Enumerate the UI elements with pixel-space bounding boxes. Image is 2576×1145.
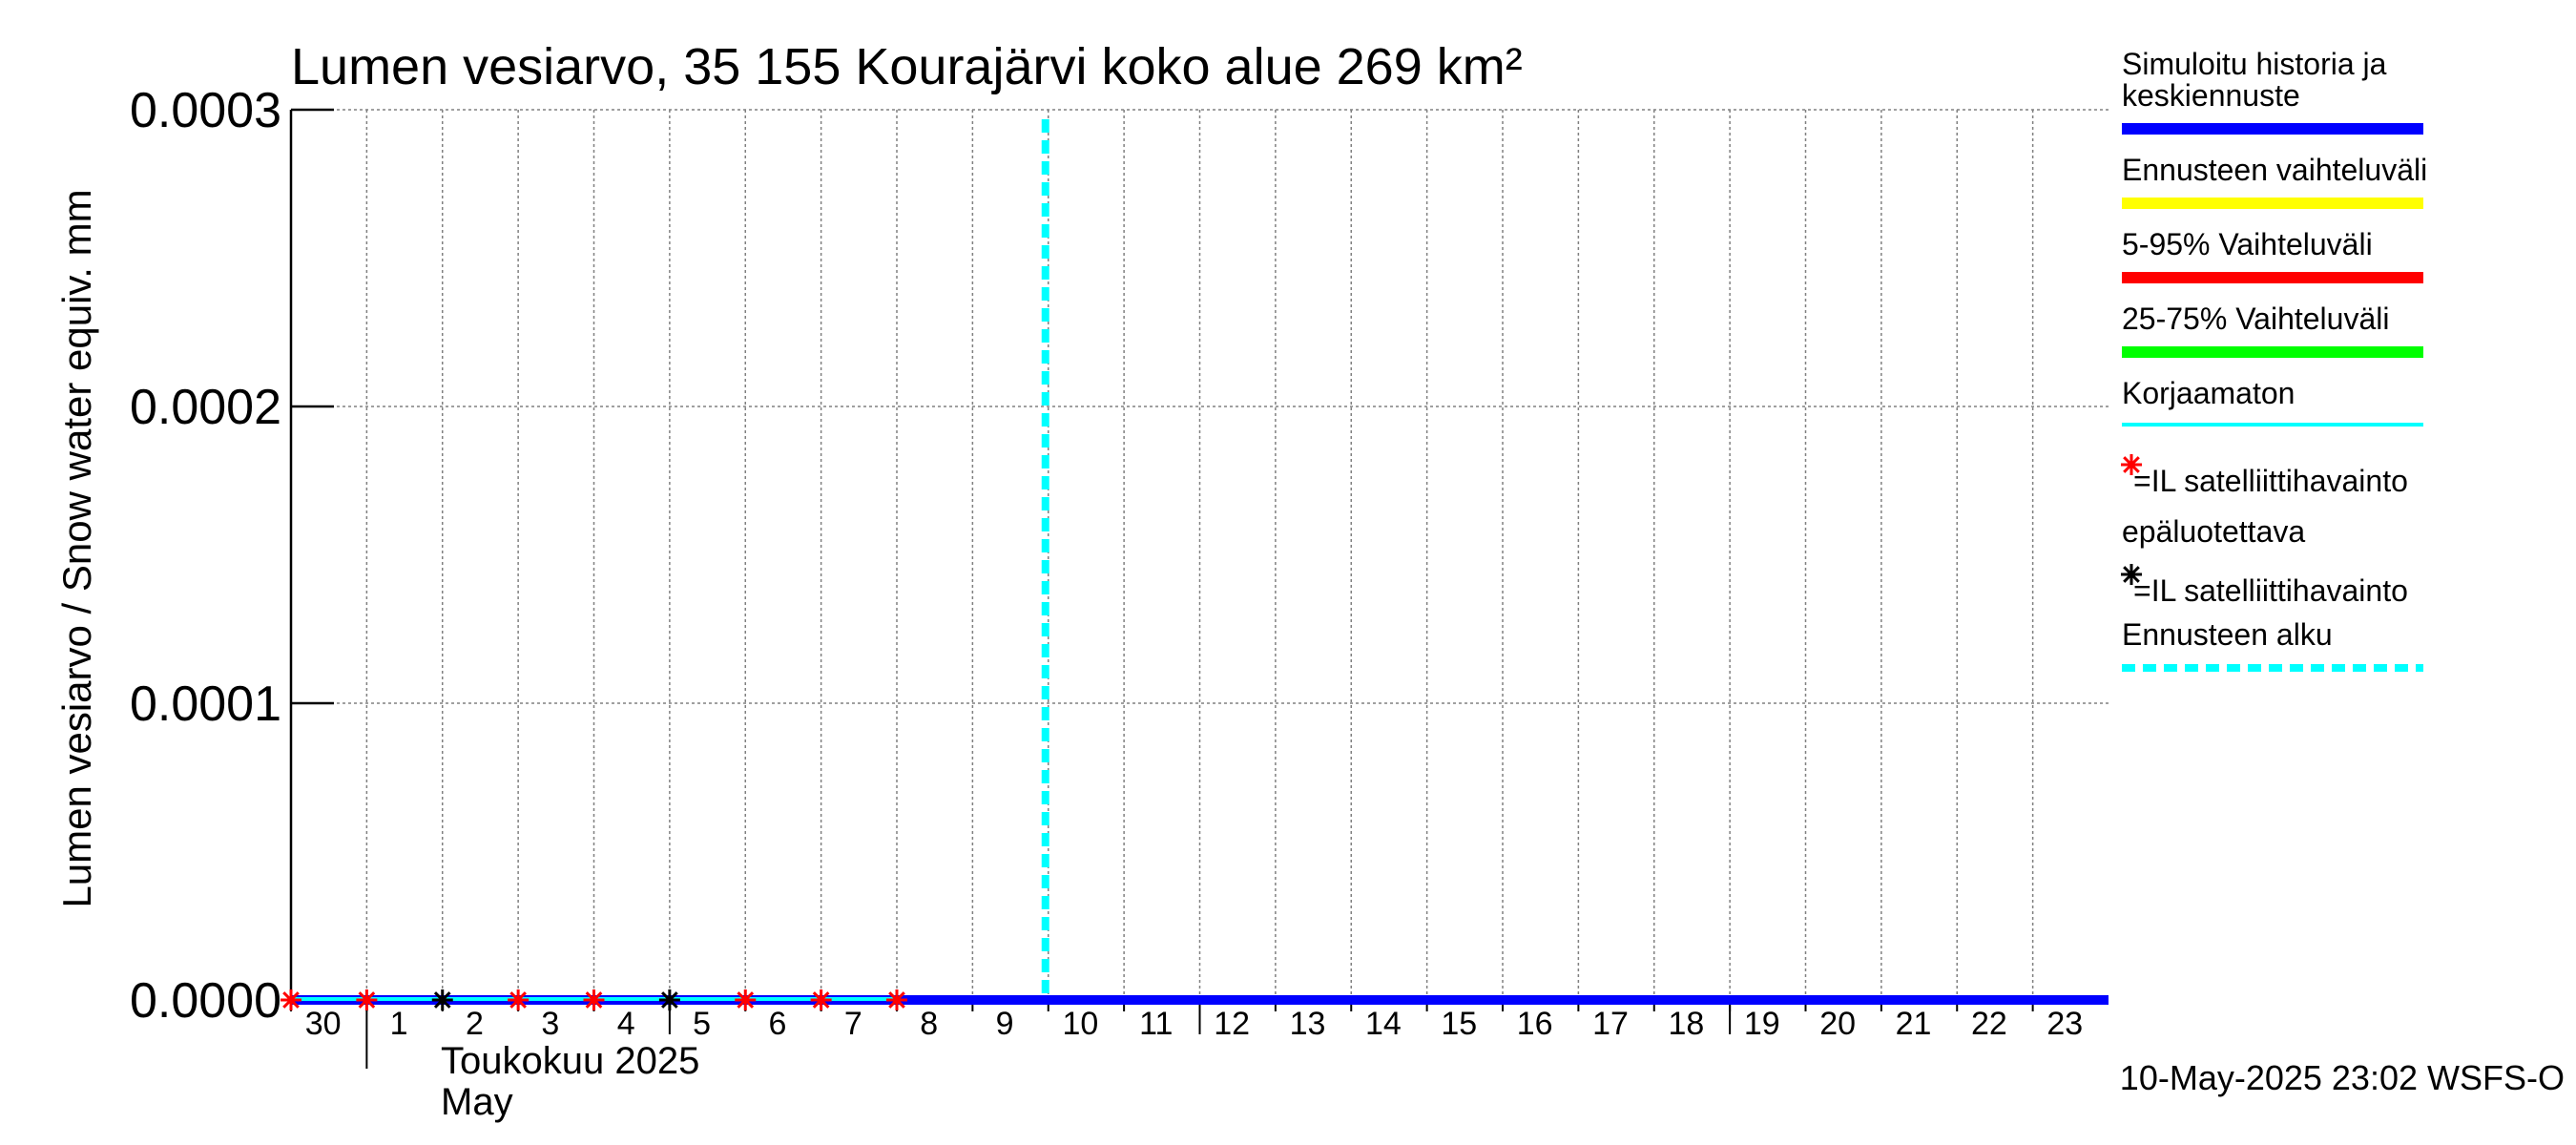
y-tick-label: 0.0003 (130, 83, 281, 138)
x-tick-label: 30 (305, 1006, 342, 1042)
legend-label: 5-95% Vaihteluväli (2122, 227, 2373, 261)
marker-unreliable (508, 989, 530, 1010)
marker-unreliable (735, 989, 757, 1010)
x-tick-label: 16 (1517, 1006, 1553, 1042)
month-label-fi: Toukokuu 2025 (441, 1040, 699, 1082)
legend-label: 25-75% Vaihteluväli (2122, 302, 2389, 336)
x-tick-label: 8 (920, 1006, 938, 1042)
legend-item: Ennusteen vaihteluväli (2122, 153, 2427, 209)
x-tick-label: 17 (1592, 1006, 1629, 1042)
chart-title: Lumen vesiarvo, 35 155 Kourajärvi koko a… (291, 38, 1523, 95)
x-tick-label: 12 (1214, 1006, 1250, 1042)
legend-item: =IL satelliittihavainto (2121, 564, 2408, 608)
y-tick-label: 0.0000 (130, 973, 281, 1029)
x-tick-label: 7 (844, 1006, 862, 1042)
legend-label: keskiennuste (2122, 78, 2300, 113)
legend-label: Simuloitu historia ja (2122, 47, 2387, 81)
marker-reliable (431, 989, 453, 1010)
footer-timestamp: 10-May-2025 23:02 WSFS-O (2120, 1058, 2565, 1097)
x-tick-label: 4 (617, 1006, 635, 1042)
marker-unreliable (280, 989, 301, 1010)
x-tick-label: 21 (1896, 1006, 1932, 1042)
x-tick-labels: 30 1 2 3 4 5 6 7 8 9 10 11 12 13 14 15 16 17 18 19 20 21 22 23 (305, 1006, 2083, 1042)
y-tick-label: 0.0001 (130, 677, 281, 732)
month-label-en: May (441, 1081, 513, 1123)
marker-unreliable (810, 989, 832, 1010)
legend-label: Ennusteen vaihteluväli (2122, 153, 2427, 187)
legend-label: Korjaamaton (2122, 376, 2295, 410)
x-tick-label: 9 (996, 1006, 1014, 1042)
y-tick-labels: 0.0000 0.0001 0.0002 0.0003 (130, 83, 281, 1029)
legend-item: 5-95% Vaihteluväli (2122, 227, 2423, 283)
x-tick-label: 19 (1744, 1006, 1780, 1042)
x-tick-label: 13 (1290, 1006, 1326, 1042)
marker-reliable (658, 989, 680, 1010)
observation-markers (280, 989, 907, 1010)
x-tick-label: 10 (1063, 1006, 1099, 1042)
legend-label: =IL satelliittihavainto (2133, 573, 2408, 608)
y-axis-label: Lumen vesiarvo / Snow water equiv. mm (54, 189, 99, 907)
x-tick-label: 23 (2046, 1006, 2083, 1042)
x-tick-label: 3 (541, 1006, 559, 1042)
x-tick-label: 1 (390, 1006, 408, 1042)
grid-lines (291, 109, 2109, 1000)
x-tick-label: 2 (466, 1006, 484, 1042)
x-tick-label: 20 (1819, 1006, 1856, 1042)
x-tick-label: 6 (768, 1006, 786, 1042)
marker-unreliable (583, 989, 605, 1010)
x-tick-label: 11 (1139, 1006, 1173, 1042)
legend-label: =IL satelliittihavainto (2133, 464, 2408, 498)
legend-item: =IL satelliittihavainto epäluotettava (2121, 454, 2408, 549)
x-tick-label: 15 (1441, 1006, 1477, 1042)
x-tick-label: 14 (1365, 1006, 1402, 1042)
x-tick-label: 22 (1971, 1006, 2007, 1042)
legend-label: epäluotettava (2122, 514, 2305, 549)
x-tick-label: 5 (693, 1006, 711, 1042)
legend-item: 25-75% Vaihteluväli (2122, 302, 2423, 358)
marker-unreliable (886, 989, 907, 1010)
legend-star-icon (2121, 564, 2142, 585)
y-tick-label: 0.0002 (130, 380, 281, 435)
marker-unreliable (356, 989, 378, 1010)
legend-label: Ennusteen alku (2122, 617, 2333, 652)
legend-item: Ennusteen alku (2122, 617, 2423, 672)
x-tick-label: 18 (1669, 1006, 1705, 1042)
legend-item: Korjaamaton (2122, 376, 2423, 427)
legend-star-icon (2121, 454, 2142, 475)
